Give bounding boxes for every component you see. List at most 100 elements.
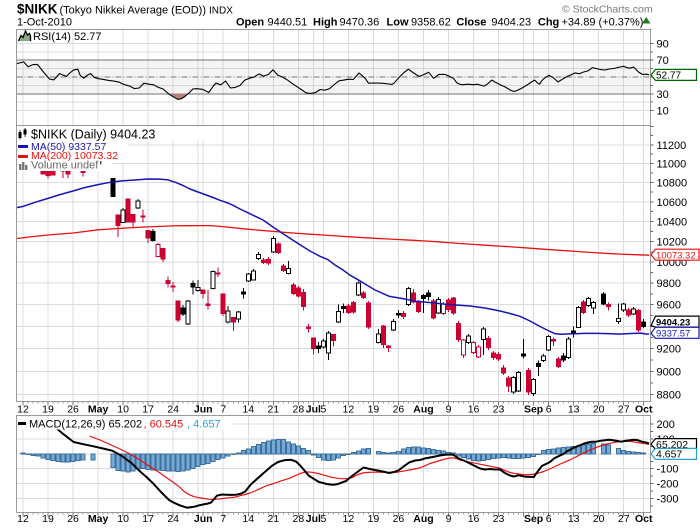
svg-text:+34.89 (+0.37%): +34.89 (+0.37%)	[562, 17, 644, 29]
svg-text:26: 26	[67, 513, 79, 525]
svg-text:200: 200	[657, 419, 675, 431]
svg-text:Volume undef: Volume undef	[31, 160, 99, 172]
svg-text:10800: 10800	[657, 178, 688, 190]
svg-text:Low: Low	[387, 17, 409, 29]
svg-text:-300: -300	[657, 494, 679, 506]
svg-text:-100: -100	[657, 464, 679, 476]
svg-text:16: 16	[468, 513, 480, 525]
svg-text:Oct: Oct	[635, 404, 653, 416]
svg-text:23: 23	[493, 513, 505, 525]
svg-text:10: 10	[117, 404, 129, 416]
svg-text:, 60.545: , 60.545	[144, 419, 184, 431]
svg-text:12: 12	[17, 404, 29, 416]
svg-text:$NIKK (Daily) 9404.23: $NIKK (Daily) 9404.23	[31, 128, 155, 142]
svg-text:Chg: Chg	[538, 17, 559, 29]
svg-text:27: 27	[618, 404, 630, 416]
svg-text:70: 70	[657, 55, 669, 67]
svg-text:6: 6	[546, 404, 552, 416]
svg-text:High: High	[313, 17, 338, 29]
svg-text:9200: 9200	[657, 344, 681, 356]
svg-text:90: 90	[657, 38, 669, 50]
svg-text:20: 20	[593, 404, 605, 416]
svg-text:Close: Close	[456, 17, 486, 29]
svg-text:21: 21	[267, 404, 279, 416]
svg-text:12: 12	[17, 513, 29, 525]
svg-text:14: 14	[242, 513, 254, 525]
svg-text:Oct: Oct	[635, 513, 653, 525]
svg-text:$NIKK: $NIKK	[17, 2, 58, 17]
svg-text:10400: 10400	[657, 217, 688, 229]
svg-text:9: 9	[446, 513, 452, 525]
svg-text:19: 19	[42, 513, 54, 525]
svg-text:9800: 9800	[657, 278, 681, 290]
svg-text:10200: 10200	[657, 237, 688, 249]
svg-text:Jul: Jul	[306, 404, 321, 416]
svg-text:Aug: Aug	[413, 513, 433, 525]
svg-text:19: 19	[368, 404, 380, 416]
svg-text:27: 27	[618, 513, 630, 525]
svg-text:MACD(12,26,9) 65.202: MACD(12,26,9) 65.202	[29, 419, 142, 431]
svg-text:Open: Open	[236, 17, 264, 29]
svg-text:13: 13	[568, 404, 580, 416]
svg-text:52.77: 52.77	[656, 71, 681, 82]
svg-text:9358.62: 9358.62	[411, 17, 451, 29]
svg-text:9470.36: 9470.36	[340, 17, 380, 29]
svg-text:23: 23	[493, 404, 505, 416]
svg-text:26: 26	[67, 404, 79, 416]
svg-text:17: 17	[142, 513, 154, 525]
svg-text:16: 16	[468, 404, 480, 416]
svg-text:5: 5	[320, 513, 326, 525]
svg-text:10073.32: 10073.32	[656, 250, 696, 261]
svg-text:Jun: Jun	[194, 404, 213, 416]
svg-text:24: 24	[167, 513, 179, 525]
svg-text:4.657: 4.657	[656, 449, 682, 461]
svg-text:20: 20	[593, 513, 605, 525]
svg-text:MA(200) 10073.32: MA(200) 10073.32	[31, 150, 118, 162]
svg-text:19: 19	[42, 404, 54, 416]
svg-text:17: 17	[142, 404, 154, 416]
svg-text:13: 13	[568, 513, 580, 525]
svg-text:Sep: Sep	[524, 513, 543, 525]
svg-text:24: 24	[167, 404, 179, 416]
svg-text:10: 10	[657, 106, 669, 118]
svg-text:May: May	[88, 513, 109, 525]
svg-text:, 4.657: , 4.657	[187, 419, 221, 431]
svg-text:9337.57: 9337.57	[656, 329, 690, 340]
svg-text:(Tokyo Nikkei Average (EOD)): (Tokyo Nikkei Average (EOD))	[60, 5, 207, 17]
svg-text:19: 19	[368, 513, 380, 525]
svg-text:11200: 11200	[657, 140, 687, 152]
svg-text:28: 28	[292, 513, 304, 525]
svg-text:9600: 9600	[657, 300, 681, 312]
svg-text:12: 12	[343, 513, 355, 525]
svg-text:Jul: Jul	[306, 513, 321, 525]
svg-text:Aug: Aug	[413, 404, 433, 416]
svg-text:9: 9	[446, 404, 452, 416]
svg-text:14: 14	[242, 404, 254, 416]
svg-text:9000: 9000	[657, 366, 681, 378]
svg-text:12: 12	[343, 404, 355, 416]
svg-text:26: 26	[393, 404, 405, 416]
svg-text:7: 7	[220, 404, 226, 416]
svg-text:May: May	[88, 404, 109, 416]
svg-text:10600: 10600	[657, 197, 688, 209]
svg-text:28: 28	[292, 404, 304, 416]
svg-text:21: 21	[267, 513, 279, 525]
svg-text:11000: 11000	[657, 158, 687, 170]
svg-text:8800: 8800	[657, 390, 681, 402]
svg-text:INDX: INDX	[209, 6, 233, 17]
svg-text:9440.51: 9440.51	[268, 17, 308, 29]
svg-text:Sep: Sep	[524, 404, 543, 416]
svg-text:6: 6	[546, 513, 552, 525]
svg-text:MA(50) 9337.57: MA(50) 9337.57	[31, 141, 106, 153]
svg-text:-200: -200	[657, 479, 679, 491]
svg-text:10: 10	[117, 513, 129, 525]
svg-text:9404.23: 9404.23	[656, 317, 690, 328]
svg-text:1-Oct-2010: 1-Oct-2010	[17, 17, 72, 29]
svg-text:30: 30	[657, 89, 669, 101]
svg-text:RSI(14) 52.77: RSI(14) 52.77	[33, 31, 101, 43]
svg-text:5: 5	[320, 404, 326, 416]
svg-text:© StockCharts.com: © StockCharts.com	[562, 4, 653, 16]
svg-text:Jun: Jun	[194, 513, 213, 525]
svg-text:9404.23: 9404.23	[491, 17, 531, 29]
svg-text:7: 7	[220, 513, 226, 525]
